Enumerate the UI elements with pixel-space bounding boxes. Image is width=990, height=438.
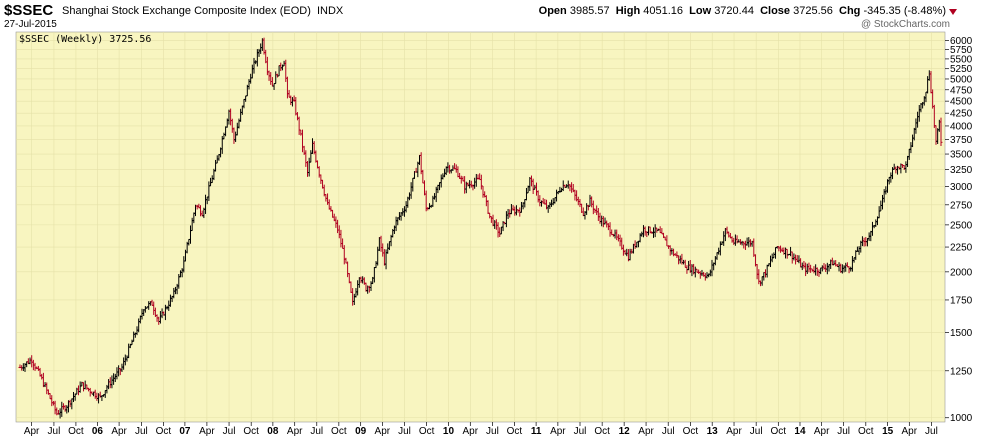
- x-tick-label: 14: [794, 426, 806, 437]
- x-tick-label: Oct: [507, 426, 523, 437]
- y-axis: 1000 1250 1500 1750 2000 2250 2500 2750 3000 3250…: [945, 36, 973, 424]
- y-tick-label: 4250: [950, 109, 973, 120]
- y-tick-label: 2500: [950, 220, 973, 231]
- y-tick-label: 3000: [950, 182, 973, 193]
- y-tick-label: 3750: [950, 135, 973, 146]
- x-tick-label: 11: [531, 426, 542, 437]
- ticker-symbol: $SSEC: [4, 2, 54, 19]
- x-tick-label: Jul: [486, 426, 499, 437]
- x-tick-label: 10: [443, 426, 455, 437]
- x-tick-label: Jul: [662, 426, 675, 437]
- low-label: Low: [689, 5, 712, 17]
- x-tick-label: Apr: [463, 426, 479, 437]
- y-tick-label: 4000: [950, 121, 973, 132]
- x-tick-label: Oct: [419, 426, 435, 437]
- y-tick-label: 1500: [950, 328, 973, 339]
- y-tick-label: 2750: [950, 200, 973, 211]
- x-tick-label: Oct: [771, 426, 787, 437]
- x-tick-label: Apr: [111, 426, 127, 437]
- x-tick-label: Jul: [750, 426, 763, 437]
- close-label: Close: [760, 5, 791, 17]
- x-tick-label: Apr: [550, 426, 566, 437]
- y-tick-label: 1250: [950, 366, 973, 377]
- plot-area: [15, 31, 946, 423]
- x-tick-label: Jul: [223, 426, 236, 437]
- chg-label: Chg: [839, 5, 861, 17]
- x-tick-label: Jul: [574, 426, 587, 437]
- open-value: 3985.57: [569, 5, 610, 17]
- y-tick-label: 6000: [950, 36, 973, 47]
- y-tick-label: 5000: [950, 74, 973, 85]
- low-value: 3720.44: [714, 5, 754, 17]
- x-tick-label: Apr: [199, 426, 215, 437]
- index-full-name: Shanghai Stock Exchange Composite Index …: [62, 5, 311, 17]
- x-tick-label: Apr: [638, 426, 654, 437]
- y-tick-label: 1000: [950, 413, 973, 424]
- chg-value: -345.35 (-8.48%): [863, 5, 946, 17]
- open-label: Open: [538, 5, 567, 17]
- x-tick-label: Apr: [726, 426, 742, 437]
- high-label: High: [615, 5, 641, 17]
- x-tick-label: Jul: [837, 426, 850, 437]
- x-tick-label: 06: [92, 426, 104, 437]
- grid-lines: [16, 32, 945, 422]
- series-legend: $SSEC (Weekly) 3725.56: [19, 34, 151, 45]
- x-tick-label: Jul: [310, 426, 323, 437]
- watermark: @ StockCharts.com: [860, 19, 950, 30]
- index-name: Shanghai Stock Exchange Composite Index …: [62, 5, 343, 17]
- x-tick-label: Jul: [135, 426, 148, 437]
- x-tick-label: Oct: [858, 426, 874, 437]
- x-tick-label: Apr: [24, 426, 40, 437]
- x-tick-label: Apr: [902, 426, 918, 437]
- chart-date: 27-Jul-2015: [4, 19, 57, 30]
- y-tick-label: 2250: [950, 243, 973, 254]
- y-tick-label: 3500: [950, 150, 973, 161]
- close-value: 3725.56: [793, 5, 833, 17]
- x-tick-label: Oct: [68, 426, 84, 437]
- x-tick-label: 08: [267, 426, 279, 437]
- x-tick-label: 09: [355, 426, 367, 437]
- x-tick-label: Apr: [375, 426, 391, 437]
- y-tick-label: 4500: [950, 97, 973, 108]
- x-tick-label: Oct: [156, 426, 172, 437]
- down-triangle-icon: [949, 9, 957, 15]
- x-tick-label: Jul: [925, 426, 938, 437]
- x-tick-label: Jul: [398, 426, 411, 437]
- y-tick-label: 5750: [950, 45, 973, 56]
- exchange-code: INDX: [316, 5, 344, 17]
- x-tick-label: 13: [707, 426, 719, 437]
- y-tick-label: 1750: [950, 295, 973, 306]
- y-tick-label: 4750: [950, 85, 973, 96]
- x-tick-label: Apr: [814, 426, 830, 437]
- x-axis: Apr Jul Oct 06 Apr Jul Oct 07 Apr Jul Oct 08 Apr Jul O…: [24, 422, 938, 437]
- y-tick-label: 5250: [950, 64, 973, 75]
- ohlc-bar: [939, 117, 943, 147]
- x-tick-label: 15: [882, 426, 894, 437]
- x-tick-label: Apr: [287, 426, 303, 437]
- x-tick-label: Oct: [331, 426, 347, 437]
- y-tick-label: 5500: [950, 54, 973, 65]
- quote-summary: Open 3985.57 High 4051.16 Low 3720.44 Cl…: [539, 5, 946, 17]
- x-tick-label: 12: [619, 426, 631, 437]
- x-tick-label: Oct: [683, 426, 699, 437]
- y-tick-label: 2000: [950, 267, 973, 278]
- y-tick-label: 3250: [950, 165, 973, 176]
- x-tick-label: Jul: [48, 426, 61, 437]
- x-tick-label: 07: [179, 426, 191, 437]
- ohlc-bars: [18, 37, 943, 419]
- high-value: 4051.16: [643, 5, 683, 17]
- x-tick-label: Oct: [594, 426, 610, 437]
- chart-header: $SSEC Shanghai Stock Exchange Composite …: [0, 0, 990, 32]
- x-tick-label: Oct: [243, 426, 259, 437]
